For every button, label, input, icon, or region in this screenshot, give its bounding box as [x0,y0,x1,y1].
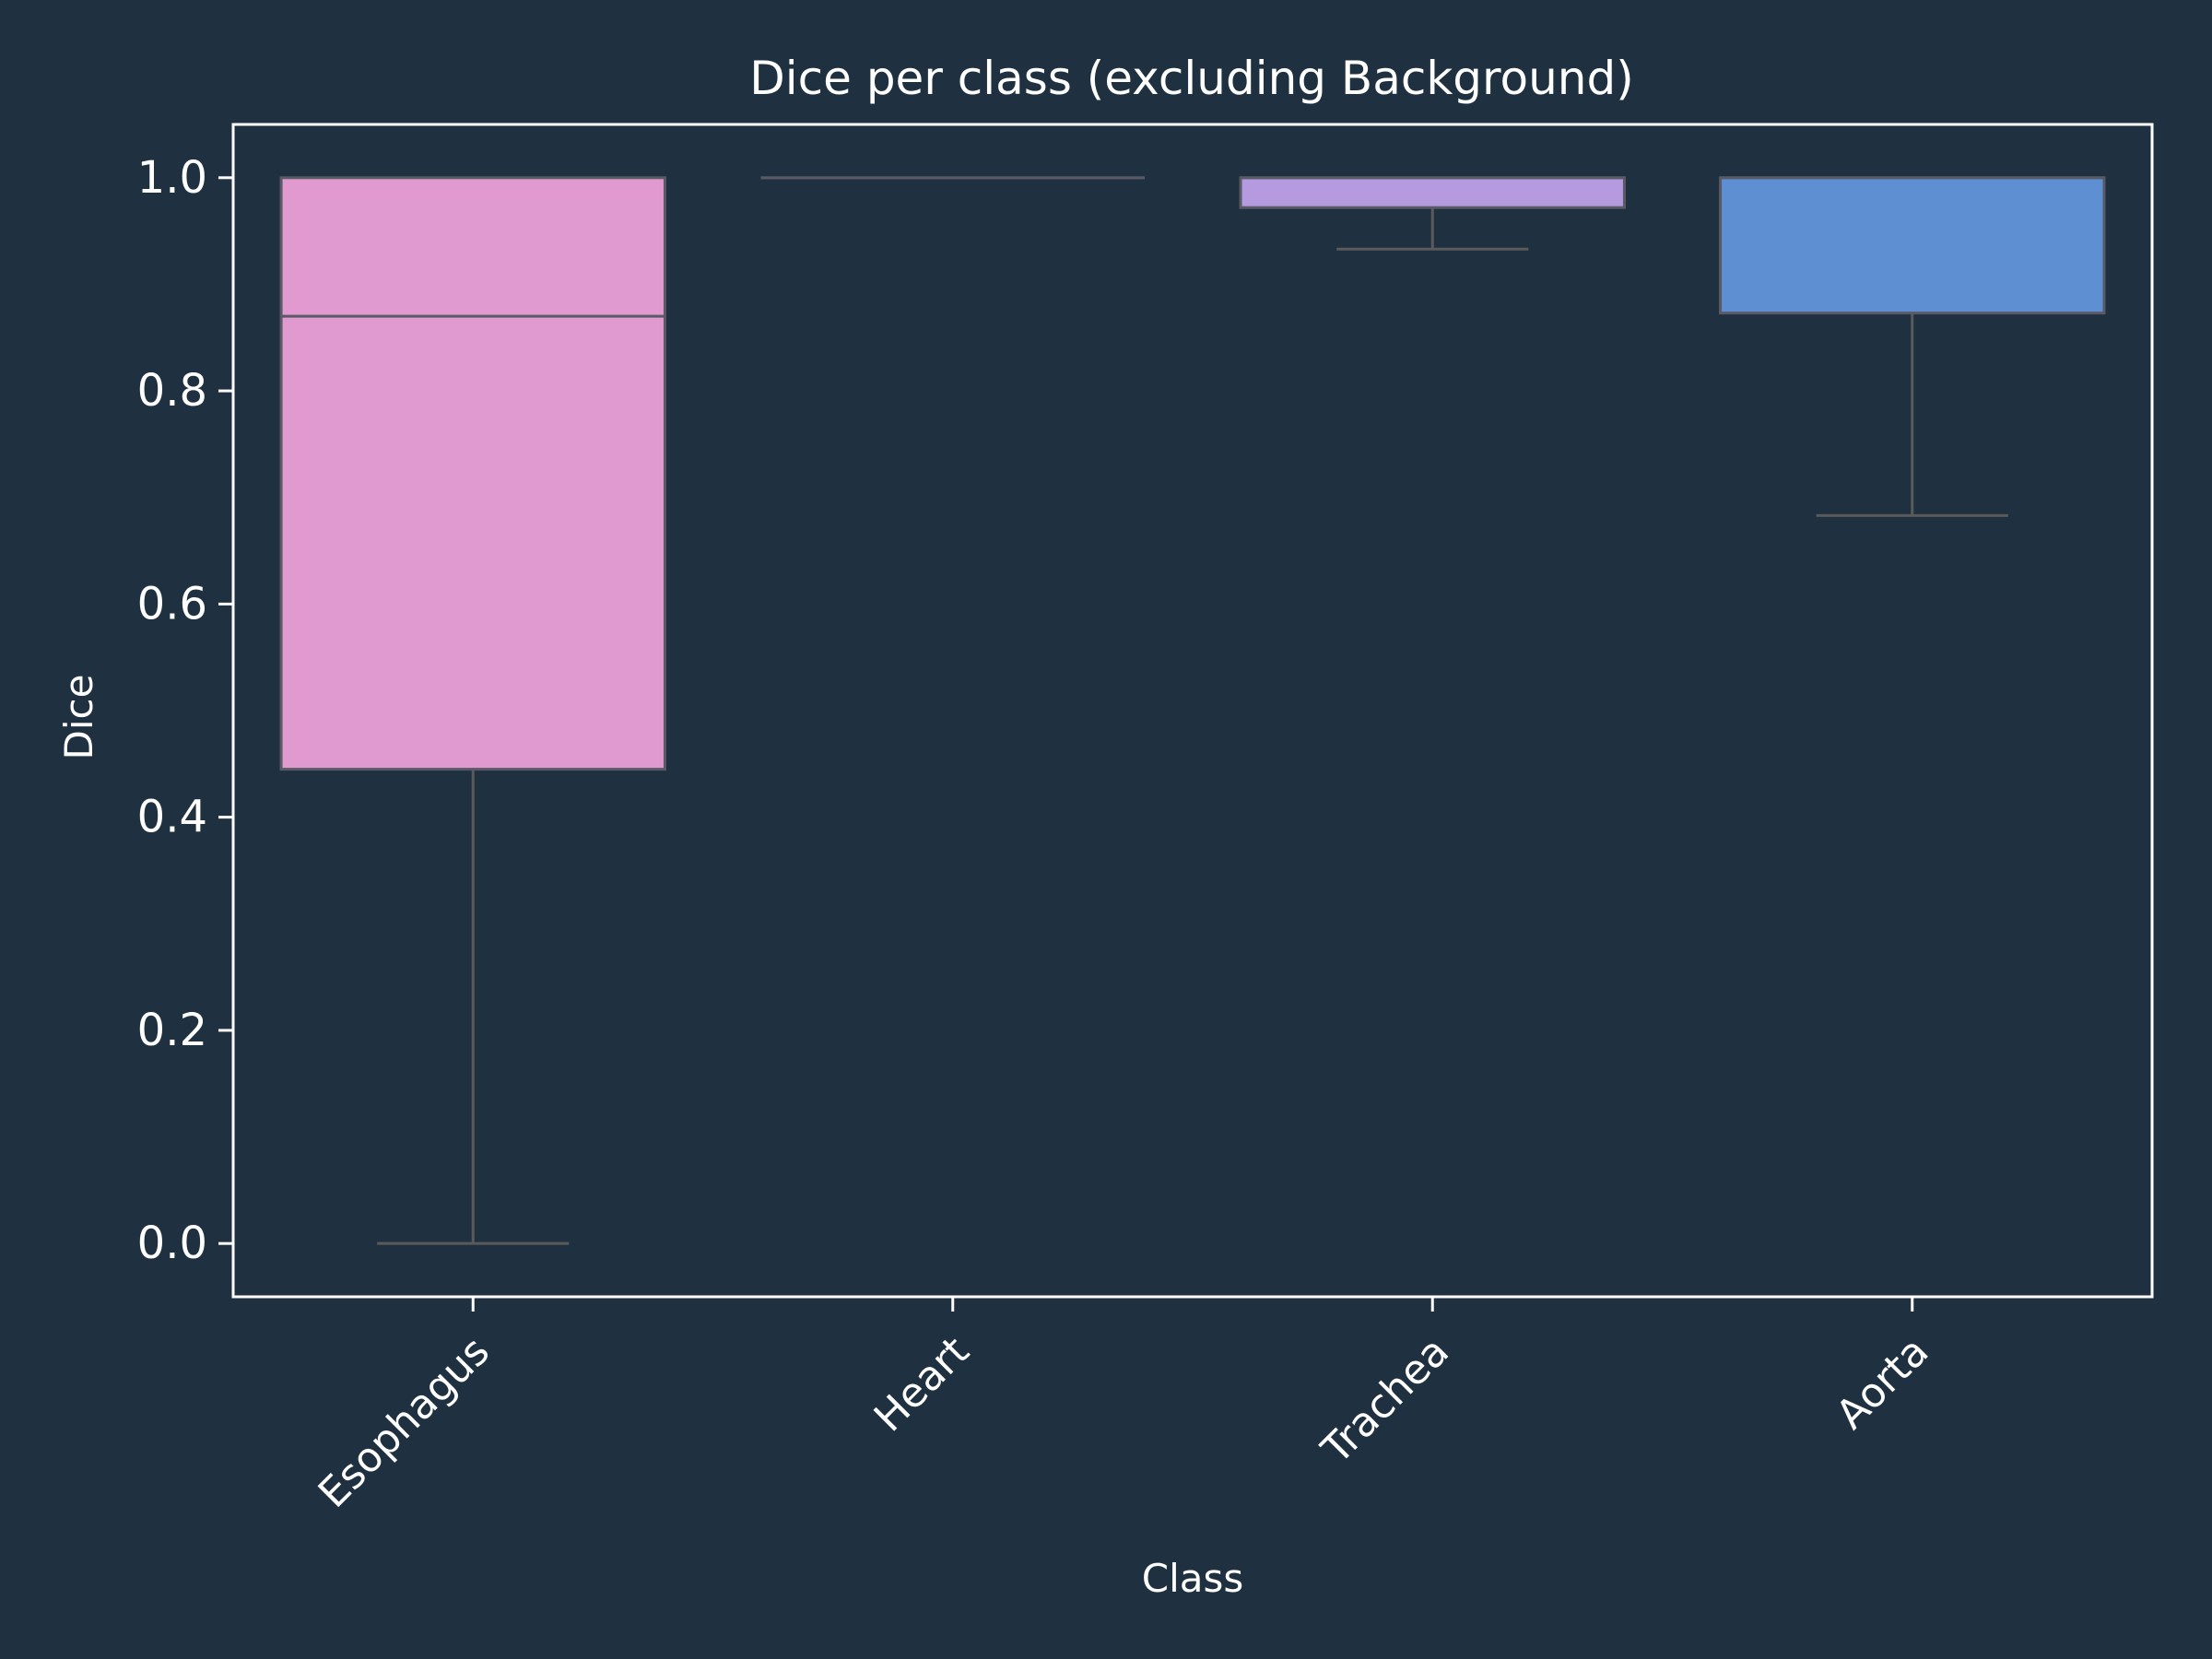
x-axis-label: Class [1142,1556,1244,1601]
box-body [1239,176,1626,209]
y-tick-label: 0.6 [137,578,207,629]
y-tick-label: 0.0 [137,1218,207,1269]
y-axis-label: Dice [56,675,101,760]
plot-area-frame [231,123,2154,1299]
chart-title: Dice per class (excluding Background) [749,52,1633,105]
y-tick-label: 1.0 [137,152,207,204]
box-esophagus [279,176,666,1245]
box-aorta [1719,176,2106,517]
y-tick-label: 0.8 [137,365,207,417]
y-tick-label: 0.2 [137,1005,207,1056]
box-body [279,176,666,771]
box-body [1719,176,2106,315]
boxes-layer [279,176,2106,1245]
box-trachea [1239,176,1626,251]
y-tick-label: 0.4 [137,792,207,843]
y-axis: 0.0 0.2 0.4 0.6 0.8 1.0 [137,152,233,1269]
